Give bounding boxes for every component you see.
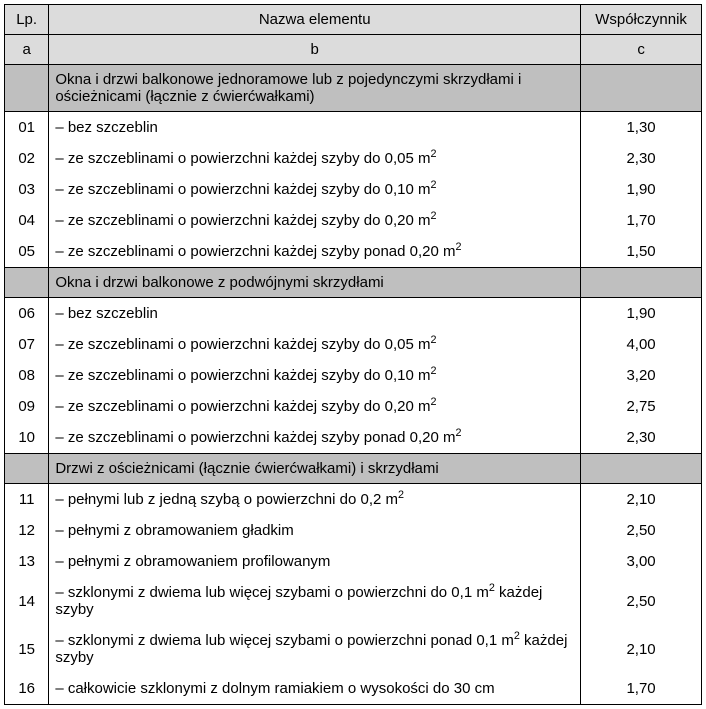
row-lp: 01 <box>5 112 49 144</box>
row-coef: 2,30 <box>581 422 702 454</box>
table-row: 04– ze szczeblinami o powierzchni każdej… <box>5 205 702 236</box>
row-coef: 1,30 <box>581 112 702 144</box>
row-coef: 1,50 <box>581 236 702 268</box>
subheader-coef: c <box>581 35 702 65</box>
row-lp: 15 <box>5 625 49 673</box>
squared-superscript: 2 <box>398 489 404 501</box>
row-name: – ze szczeblinami o powierzchni każdej s… <box>49 422 581 454</box>
section-lp-cell <box>5 454 49 484</box>
squared-superscript: 2 <box>456 241 462 253</box>
row-lp: 03 <box>5 174 49 205</box>
row-lp: 11 <box>5 484 49 516</box>
table-row: 08– ze szczeblinami o powierzchni każdej… <box>5 360 702 391</box>
header-lp: Lp. <box>5 5 49 35</box>
row-lp: 02 <box>5 143 49 174</box>
row-coef: 2,50 <box>581 577 702 625</box>
section-title: Okna i drzwi balkonowe z podwójnymi skrz… <box>49 268 581 298</box>
section-coef-cell <box>581 268 702 298</box>
row-name: – całkowicie szklonymi z dolnym ramiakie… <box>49 673 581 705</box>
row-coef: 4,00 <box>581 329 702 360</box>
squared-superscript: 2 <box>431 334 437 346</box>
row-coef: 2,10 <box>581 625 702 673</box>
table-row: 07– ze szczeblinami o powierzchni każdej… <box>5 329 702 360</box>
row-name: – ze szczeblinami o powierzchni każdej s… <box>49 391 581 422</box>
squared-superscript: 2 <box>514 630 520 642</box>
row-lp: 05 <box>5 236 49 268</box>
table-row: 15– szklonymi z dwiema lub więcej szybam… <box>5 625 702 673</box>
table-row: 06– bez szczeblin1,90 <box>5 298 702 330</box>
row-lp: 13 <box>5 546 49 577</box>
table-row: 11– pełnymi lub z jedną szybą o powierzc… <box>5 484 702 516</box>
table-row: 03– ze szczeblinami o powierzchni każdej… <box>5 174 702 205</box>
row-coef: 2,75 <box>581 391 702 422</box>
row-lp: 16 <box>5 673 49 705</box>
section-lp-cell <box>5 268 49 298</box>
subheader-lp: a <box>5 35 49 65</box>
header-coef: Współczynnik <box>581 5 702 35</box>
section-lp-cell <box>5 65 49 112</box>
subheader-name: b <box>49 35 581 65</box>
row-lp: 06 <box>5 298 49 330</box>
section-row: Okna i drzwi balkonowe jednoramowe lub z… <box>5 65 702 112</box>
section-row: Drzwi z ościeżnicami (łącznie ćwierćwałk… <box>5 454 702 484</box>
row-lp: 09 <box>5 391 49 422</box>
table-body: Okna i drzwi balkonowe jednoramowe lub z… <box>5 65 702 705</box>
row-name: – ze szczeblinami o powierzchni każdej s… <box>49 205 581 236</box>
coefficients-table: Lp. Nazwa elementu Współczynnik a b c Ok… <box>4 4 702 705</box>
row-name: – pełnymi z obramowaniem gładkim <box>49 515 581 546</box>
row-name: – szklonymi z dwiema lub więcej szybami … <box>49 577 581 625</box>
row-lp: 14 <box>5 577 49 625</box>
squared-superscript: 2 <box>431 148 437 160</box>
section-title: Drzwi z ościeżnicami (łącznie ćwierćwałk… <box>49 454 581 484</box>
squared-superscript: 2 <box>489 582 495 594</box>
squared-superscript: 2 <box>456 427 462 439</box>
table-row: 13– pełnymi z obramowaniem profilowanym3… <box>5 546 702 577</box>
squared-superscript: 2 <box>431 396 437 408</box>
row-coef: 2,10 <box>581 484 702 516</box>
table-row: 02– ze szczeblinami o powierzchni każdej… <box>5 143 702 174</box>
row-name: – ze szczeblinami o powierzchni każdej s… <box>49 143 581 174</box>
section-title: Okna i drzwi balkonowe jednoramowe lub z… <box>49 65 581 112</box>
row-lp: 12 <box>5 515 49 546</box>
table-row: 10– ze szczeblinami o powierzchni każdej… <box>5 422 702 454</box>
row-coef: 1,90 <box>581 298 702 330</box>
row-coef: 1,90 <box>581 174 702 205</box>
row-name: – ze szczeblinami o powierzchni każdej s… <box>49 329 581 360</box>
row-coef: 3,00 <box>581 546 702 577</box>
row-coef: 1,70 <box>581 673 702 705</box>
row-lp: 04 <box>5 205 49 236</box>
section-row: Okna i drzwi balkonowe z podwójnymi skrz… <box>5 268 702 298</box>
header-name: Nazwa elementu <box>49 5 581 35</box>
section-coef-cell <box>581 454 702 484</box>
table-row: 12– pełnymi z obramowaniem gładkim2,50 <box>5 515 702 546</box>
row-name: – ze szczeblinami o powierzchni każdej s… <box>49 360 581 391</box>
table-header-row: Lp. Nazwa elementu Współczynnik <box>5 5 702 35</box>
row-name: – ze szczeblinami o powierzchni każdej s… <box>49 236 581 268</box>
row-name: – ze szczeblinami o powierzchni każdej s… <box>49 174 581 205</box>
table-row: 14– szklonymi z dwiema lub więcej szybam… <box>5 577 702 625</box>
table-row: 01– bez szczeblin1,30 <box>5 112 702 144</box>
section-coef-cell <box>581 65 702 112</box>
row-name: – szklonymi z dwiema lub więcej szybami … <box>49 625 581 673</box>
table-row: 16– całkowicie szklonymi z dolnym ramiak… <box>5 673 702 705</box>
table-row: 05– ze szczeblinami o powierzchni każdej… <box>5 236 702 268</box>
row-name: – bez szczeblin <box>49 112 581 144</box>
row-coef: 1,70 <box>581 205 702 236</box>
row-lp: 08 <box>5 360 49 391</box>
squared-superscript: 2 <box>431 365 437 377</box>
table-subheader-row: a b c <box>5 35 702 65</box>
row-coef: 2,30 <box>581 143 702 174</box>
row-name: – pełnymi lub z jedną szybą o powierzchn… <box>49 484 581 516</box>
row-name: – bez szczeblin <box>49 298 581 330</box>
row-coef: 2,50 <box>581 515 702 546</box>
row-lp: 07 <box>5 329 49 360</box>
table-row: 09– ze szczeblinami o powierzchni każdej… <box>5 391 702 422</box>
row-lp: 10 <box>5 422 49 454</box>
squared-superscript: 2 <box>431 210 437 222</box>
squared-superscript: 2 <box>431 179 437 191</box>
row-name: – pełnymi z obramowaniem profilowanym <box>49 546 581 577</box>
row-coef: 3,20 <box>581 360 702 391</box>
